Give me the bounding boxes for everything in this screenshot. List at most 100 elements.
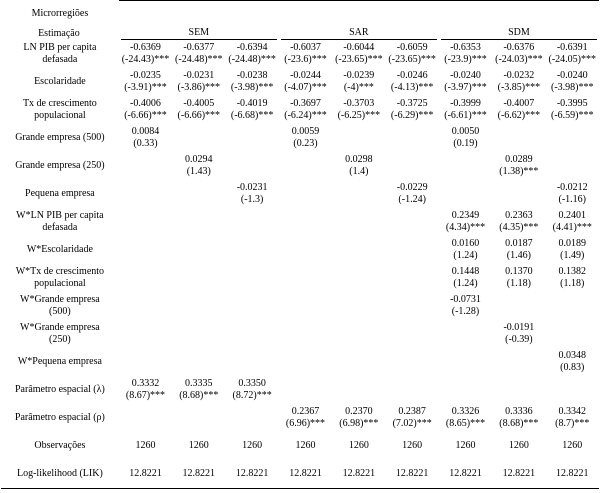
table-row: Parâmetro espacial (ρ) 0.2367 (6.96)*** 0.2… <box>1 404 599 432</box>
cell: -0.4019 (-6.68)*** <box>225 96 278 124</box>
coefficient: -0.0212 <box>556 182 588 193</box>
coefficient: 0.2401 <box>558 210 587 221</box>
coefficient: 0.2370 <box>345 406 373 417</box>
coefficient: -0.0232 <box>503 70 535 81</box>
label-line: W*Grande empresa <box>20 294 100 305</box>
t-stat: (-1.24) <box>398 194 426 205</box>
table-row: Pequena empresa -0.0231 (-1.3) -0.0229 (-1.2… <box>1 180 599 208</box>
cell: 0.0084 (0.33) <box>119 124 172 152</box>
cell <box>492 348 545 376</box>
t-stat: (1.43) <box>186 166 211 177</box>
cell: -0.0212 (-1.16) <box>546 180 599 208</box>
coefficient: -0.6044 <box>343 42 375 53</box>
cell: -0.0244 (-4.07)*** <box>279 68 332 96</box>
cell: -0.4005 (-6.66)*** <box>172 96 225 124</box>
t-stat: (-4)*** <box>343 82 374 93</box>
coefficient: -0.4005 <box>183 98 215 109</box>
coefficient: -0.3995 <box>556 98 588 109</box>
cell <box>332 376 385 404</box>
cell <box>279 292 332 320</box>
cell <box>492 376 545 404</box>
t-stat: (-3.98)*** <box>230 82 274 93</box>
cell <box>439 376 492 404</box>
cell <box>172 124 225 152</box>
cell: -0.3999 (-6.61)*** <box>439 96 492 124</box>
label-line: Grande empresa (250) <box>15 160 105 171</box>
coefficient: -0.6394 <box>236 42 268 53</box>
table-row: Escolaridade -0.0235 (-3.91)*** -0.0231 (-3.… <box>1 68 599 96</box>
table-row: Parâmetro espacial (λ) 0.3332 (8.67)*** 0.3… <box>1 376 599 404</box>
row-label: Tx de crescimento populacional <box>1 96 119 124</box>
cell: 0.3326 (8.65)*** <box>439 404 492 432</box>
cell <box>119 180 172 208</box>
row-label: Log-likelihood (LIK) <box>1 460 119 489</box>
cell: 0.0059 (0.23) <box>279 124 332 152</box>
coefficient: 1260 <box>242 440 263 451</box>
cell: 1260 <box>119 432 172 460</box>
coefficient: 0.3350 <box>238 378 266 389</box>
cell <box>225 348 278 376</box>
coefficient: 1260 <box>188 440 209 451</box>
cell <box>172 236 225 264</box>
cell <box>119 264 172 292</box>
t-stat: (-24.48)*** <box>175 54 223 65</box>
cell: 0.3335 (8.68)*** <box>172 376 225 404</box>
cell: 0.0348 (0.83) <box>546 348 599 376</box>
cell: 12.8221 <box>332 460 386 489</box>
cell: 1260 <box>279 432 332 460</box>
cell: 0.2363 (4.35)*** <box>492 208 545 236</box>
t-stat: (-3.97)*** <box>444 82 487 93</box>
label-line: W*Pequena empresa <box>17 356 102 367</box>
row-label: Pequena empresa <box>1 180 119 208</box>
cell <box>332 236 385 264</box>
coefficient: 12.8221 <box>182 468 216 479</box>
t-stat: (-3.86)*** <box>177 82 221 93</box>
coefficient: 0.2367 <box>291 406 320 417</box>
cell <box>279 236 332 264</box>
cell <box>119 152 172 180</box>
coefficient: -0.0731 <box>450 294 481 305</box>
label-line: Observações <box>34 440 86 451</box>
coefficient: -0.0231 <box>183 70 215 81</box>
cell: 12.8221 <box>438 460 493 489</box>
t-stat: (-23.6)*** <box>284 54 327 65</box>
cell: 0.3350 (8.72)*** <box>225 376 278 404</box>
cell <box>225 124 278 152</box>
row-label: Grande empresa (500) <box>1 124 119 152</box>
coefficient: 12.8221 <box>556 468 589 479</box>
row-label: W*Pequena empresa <box>1 348 119 376</box>
coefficient: -0.6377 <box>183 42 215 53</box>
t-stat: (-4.13)*** <box>390 82 434 93</box>
cell <box>119 404 172 432</box>
coefficient: 0.0050 <box>451 126 480 137</box>
group-header: SDM <box>436 20 602 40</box>
cell <box>546 152 599 180</box>
cell <box>546 376 599 404</box>
t-stat: (-23.65)*** <box>388 54 436 65</box>
label-line: W*LN PIB per capita <box>16 210 104 221</box>
cell <box>439 348 492 376</box>
cell <box>119 348 172 376</box>
cell: 0.0289 (1.38)*** <box>492 152 545 180</box>
coefficient: 1260 <box>295 440 316 451</box>
t-stat: (-3.98)*** <box>551 82 594 93</box>
cell: 0.3336 (8.68)*** <box>492 404 545 432</box>
cell <box>386 348 439 376</box>
cell: 0.2367 (6.96)*** <box>279 404 332 432</box>
cell: 0.1370 (1.18) <box>492 264 545 292</box>
cell <box>225 320 278 348</box>
t-stat: (-24.05)*** <box>548 54 597 65</box>
cell <box>386 376 439 404</box>
coefficient: 0.0289 <box>505 154 533 165</box>
label-line: populacional <box>34 110 86 121</box>
coefficient: 1260 <box>508 440 529 451</box>
t-stat: (-24.03)*** <box>495 54 543 65</box>
coefficient: 12.8221 <box>342 468 376 479</box>
cell: -0.0731 (-1.28) <box>439 292 492 320</box>
t-stat: (1.18) <box>506 278 531 289</box>
cell <box>492 180 545 208</box>
t-stat: (1.24) <box>453 278 478 289</box>
cell: -0.6394 (-24.48)*** <box>225 40 278 69</box>
label-line: W*Tx de crescimento <box>15 266 105 277</box>
coefficient: -0.4007 <box>503 98 535 109</box>
